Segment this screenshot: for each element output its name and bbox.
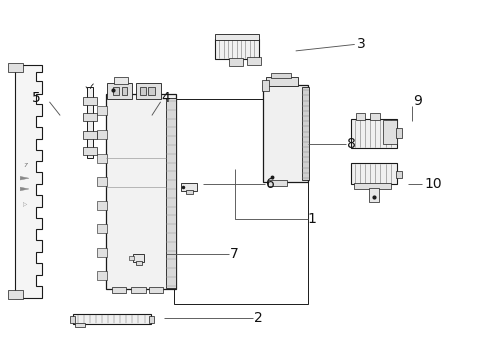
Bar — [246, 57, 260, 64]
Bar — [97, 154, 107, 163]
Bar — [350, 163, 396, 184]
Bar — [149, 316, 154, 323]
Bar — [97, 177, 107, 186]
Polygon shape — [20, 187, 29, 191]
Bar — [228, 58, 242, 66]
Polygon shape — [20, 176, 29, 180]
Bar — [122, 87, 127, 95]
Text: 2: 2 — [254, 311, 263, 325]
Bar — [113, 87, 119, 95]
Bar — [87, 87, 93, 158]
Bar — [185, 190, 193, 194]
Bar — [383, 120, 396, 144]
Bar — [266, 77, 298, 86]
Bar — [149, 287, 163, 293]
Text: 7: 7 — [23, 163, 27, 168]
Bar — [70, 316, 75, 323]
Text: ▷: ▷ — [23, 203, 27, 208]
Bar — [82, 131, 97, 139]
Bar — [215, 39, 259, 59]
Bar — [271, 73, 290, 78]
Bar — [267, 180, 287, 186]
Bar — [82, 147, 97, 155]
Text: 3: 3 — [356, 37, 365, 51]
Bar — [136, 83, 160, 99]
Bar — [8, 290, 22, 299]
Bar — [133, 254, 144, 262]
Bar — [8, 63, 22, 72]
Bar — [395, 171, 401, 178]
Bar — [97, 130, 107, 139]
Bar — [350, 119, 396, 148]
Bar — [97, 201, 107, 210]
Bar — [97, 271, 107, 280]
Text: 6: 6 — [266, 177, 275, 190]
Bar — [263, 85, 307, 182]
Bar — [148, 87, 155, 95]
Bar — [355, 113, 365, 120]
Bar — [97, 248, 107, 257]
Text: 8: 8 — [346, 137, 355, 151]
Text: 4: 4 — [161, 90, 170, 104]
Bar — [97, 224, 107, 233]
Bar — [82, 113, 97, 121]
Bar — [368, 188, 378, 202]
Bar — [131, 287, 146, 293]
Text: 7: 7 — [229, 247, 238, 261]
Bar — [97, 107, 107, 116]
Bar — [73, 314, 151, 324]
Bar — [215, 34, 259, 40]
Bar — [302, 87, 308, 180]
Bar — [140, 87, 146, 95]
Bar — [353, 183, 390, 189]
Bar — [114, 77, 128, 84]
Text: 10: 10 — [424, 177, 442, 190]
Bar — [75, 323, 84, 327]
Bar — [82, 97, 97, 105]
Bar — [165, 98, 176, 288]
Text: 5: 5 — [32, 90, 41, 104]
Text: 9: 9 — [412, 94, 421, 108]
Bar — [395, 128, 401, 138]
Text: 1: 1 — [307, 212, 316, 226]
Bar — [107, 83, 132, 99]
Bar — [262, 80, 268, 91]
Bar — [105, 94, 176, 289]
Bar — [181, 183, 196, 192]
Polygon shape — [15, 65, 42, 298]
Bar — [173, 99, 307, 304]
Bar — [369, 113, 379, 120]
Bar — [112, 287, 126, 293]
Bar — [136, 261, 142, 265]
Bar — [129, 256, 134, 260]
